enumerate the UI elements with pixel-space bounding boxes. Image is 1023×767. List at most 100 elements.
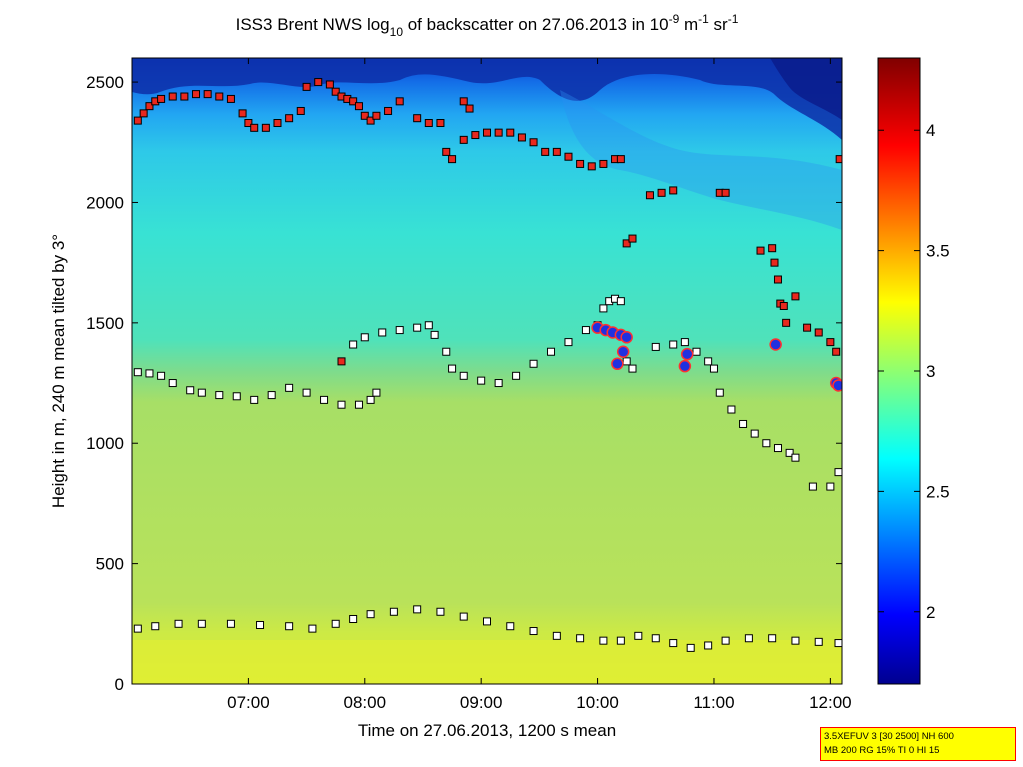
data-point (704, 357, 713, 366)
data-point (834, 468, 842, 477)
x-tick-label: 09:00 (460, 693, 503, 712)
y-axis-label: Height in m, 240 m mean tilted by 3° (49, 234, 68, 508)
data-point (814, 637, 823, 646)
data-point (773, 444, 782, 453)
x-tick-label: 10:00 (576, 693, 619, 712)
data-point (704, 641, 713, 650)
data-point (832, 379, 842, 392)
data-point (506, 128, 515, 137)
data-point (768, 634, 777, 643)
colorbar-tick-label: 2.5 (926, 482, 950, 501)
data-point (791, 292, 800, 301)
y-tick-label: 0 (115, 675, 124, 694)
data-point (471, 131, 480, 140)
data-point (366, 610, 375, 619)
y-tick-label: 1000 (86, 434, 124, 453)
data-point (512, 371, 521, 380)
data-point (628, 234, 637, 243)
data-point (517, 133, 526, 142)
data-point (133, 116, 142, 125)
y-tick-label: 500 (96, 555, 124, 574)
data-point (744, 634, 753, 643)
data-point (834, 639, 842, 648)
data-point (250, 123, 259, 132)
data-point (762, 439, 771, 448)
data-point (581, 326, 590, 335)
data-point (616, 636, 625, 645)
data-point (477, 376, 486, 385)
data-point (552, 147, 561, 156)
data-point (576, 159, 585, 168)
data-point (791, 636, 800, 645)
data-point (285, 114, 294, 123)
data-point (395, 97, 404, 106)
data-point (529, 627, 538, 636)
data-point (564, 152, 573, 161)
data-point (459, 371, 468, 380)
data-point (325, 80, 334, 89)
y-tick-label: 1500 (86, 314, 124, 333)
data-point (430, 330, 439, 339)
data-point (413, 114, 422, 123)
data-point (483, 617, 491, 626)
data-point (133, 624, 142, 633)
series-white-squares (133, 294, 842, 652)
info-line-2: MB 200 RG 15% TI 0 HI 15 (824, 745, 940, 756)
data-point (826, 482, 835, 491)
plot-frame (131, 57, 843, 685)
data-point (768, 244, 777, 253)
data-point (529, 359, 538, 368)
data-point (273, 119, 282, 128)
data-point (133, 368, 142, 377)
data-point (791, 453, 800, 462)
data-point (389, 607, 398, 616)
data-point (779, 301, 788, 310)
x-tick-label: 12:00 (809, 693, 852, 712)
data-point (197, 619, 206, 628)
data-point (739, 419, 748, 428)
data-point (261, 123, 270, 132)
data-point (384, 106, 393, 115)
data-point (448, 155, 457, 164)
data-point (616, 297, 625, 306)
data-point (314, 78, 323, 87)
data-point (226, 619, 235, 628)
data-point (168, 379, 177, 388)
data-point (366, 395, 375, 404)
data-point (331, 87, 340, 96)
data-point (448, 364, 457, 373)
data-point (686, 643, 695, 652)
data-point (459, 97, 468, 106)
data-point (680, 338, 689, 347)
data-point (680, 347, 694, 361)
colorbar (877, 57, 921, 685)
data-point (692, 347, 701, 356)
data-point (599, 304, 608, 313)
data-point (244, 119, 253, 128)
data-point (186, 386, 195, 395)
data-point (599, 159, 608, 168)
data-point (465, 104, 474, 113)
data-point (354, 400, 363, 409)
data-point (483, 128, 491, 137)
data-point (599, 636, 608, 645)
data-point (226, 94, 235, 103)
data-point (494, 128, 503, 137)
data-point (721, 636, 730, 645)
data-point (267, 391, 276, 400)
data-point (413, 605, 422, 614)
data-point (756, 246, 765, 255)
x-tick-label: 08:00 (344, 693, 387, 712)
data-point (529, 138, 538, 147)
data-point (814, 328, 823, 337)
x-axis-label: Time on 27.06.2013, 1200 s mean (358, 721, 616, 740)
data-point (378, 328, 387, 337)
data-point (250, 395, 259, 404)
data-point (541, 147, 550, 156)
data-point (651, 342, 660, 351)
data-point (238, 109, 247, 118)
data-point (366, 116, 375, 125)
data-point (424, 119, 433, 128)
data-point (442, 347, 451, 356)
data-point (285, 622, 294, 631)
